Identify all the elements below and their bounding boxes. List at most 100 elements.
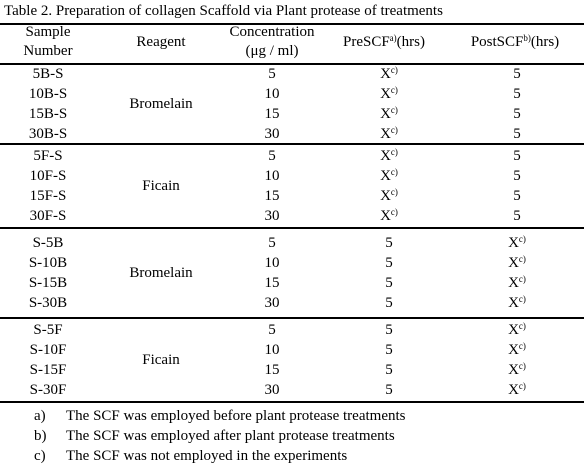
prescf-cell-value: X — [380, 126, 391, 142]
postscf-cell-value: X — [508, 362, 519, 378]
postscf-cell-value: X — [508, 322, 519, 338]
prescf-cell-footnote-ref: c) — [390, 147, 398, 157]
bottom-rule — [0, 401, 584, 403]
postscf-cell: 5 — [513, 105, 521, 123]
postscf-cell-footnote-ref: c) — [518, 234, 526, 244]
header-concentration-line2: (μg / ml) — [245, 43, 299, 59]
postscf-cell: 5 — [513, 187, 521, 205]
prescf-cell-footnote-ref: c) — [390, 207, 398, 217]
postscf-cell-value: 5 — [513, 126, 521, 142]
concentration-cell: 10 — [264, 86, 280, 102]
table-caption: Table 2. Preparation of collagen Scaffol… — [4, 3, 443, 19]
header-postscf: PostSCFb)(hrs) — [471, 33, 559, 52]
postscf-cell-footnote-ref: c) — [518, 254, 526, 264]
postscf-cell-value: 5 — [513, 86, 521, 102]
postscf-cell-value: 5 — [513, 168, 521, 184]
concentration-cell: 30 — [264, 295, 280, 311]
prescf-cell-value: X — [380, 66, 391, 82]
footnote-a: a) The SCF was employed before plant prot… — [34, 407, 406, 425]
sample-cell: 10F-S — [29, 168, 67, 184]
prescf-cell-value: X — [380, 106, 391, 122]
postscf-cell: 5 — [513, 167, 521, 185]
footnote-mark: b) — [34, 428, 47, 444]
postscf-cell: Xc) — [508, 381, 526, 399]
sample-cell: S-15F — [29, 362, 67, 378]
prescf-cell-value: 5 — [385, 295, 393, 311]
header-prescf-label: PreSCF — [342, 34, 390, 50]
header-concentration: Concentration (μg / ml) — [230, 23, 315, 61]
footnote-text: The SCF was employed after plant proteas… — [66, 428, 395, 444]
postscf-cell: Xc) — [508, 361, 526, 379]
footnote-mark: c) — [34, 448, 46, 464]
header-sample: Sample Number — [23, 23, 72, 61]
footnote-c: c) The SCF was not employed in the experi… — [34, 447, 347, 465]
header-sample-line2: Number — [23, 43, 73, 59]
sample-cell: S-10B — [28, 255, 68, 271]
prescf-cell: 5 — [385, 341, 393, 359]
postscf-cell-value: X — [508, 235, 519, 251]
footnote-mark: a) — [34, 408, 46, 424]
postscf-cell: Xc) — [508, 294, 526, 312]
concentration-cell: 15 — [264, 188, 280, 204]
prescf-cell: 5 — [385, 254, 393, 272]
prescf-cell-footnote-ref: c) — [390, 167, 398, 177]
prescf-cell: Xc) — [380, 187, 398, 205]
postscf-cell-value: 5 — [513, 188, 521, 204]
concentration-cell: 30 — [264, 208, 280, 224]
concentration-cell: 30 — [264, 126, 280, 142]
concentration-cell: 10 — [264, 255, 280, 271]
concentration-cell: 5 — [268, 322, 276, 338]
prescf-cell: Xc) — [380, 207, 398, 225]
concentration-cell: 5 — [268, 235, 276, 251]
prescf-cell-value: 5 — [385, 382, 393, 398]
sample-cell: 30F-S — [29, 208, 67, 224]
postscf-cell: 5 — [513, 85, 521, 103]
header-postscf-label: PostSCF — [470, 34, 524, 50]
group-rule-2 — [0, 227, 584, 229]
concentration-cell: 5 — [268, 66, 276, 82]
postscf-cell-footnote-ref: c) — [518, 274, 526, 284]
postscf-cell: Xc) — [508, 254, 526, 272]
header-prescf-unit: (hrs) — [396, 34, 426, 50]
reagent-cell: Bromelain — [129, 265, 193, 281]
postscf-cell-value: 5 — [513, 148, 521, 164]
prescf-cell-value: 5 — [385, 275, 393, 291]
sample-cell: 5F-S — [33, 148, 63, 164]
postscf-cell-value: X — [508, 382, 519, 398]
sample-cell: 5B-S — [32, 66, 64, 82]
concentration-cell: 5 — [268, 148, 276, 164]
prescf-cell-value: X — [380, 188, 391, 204]
prescf-cell-footnote-ref: c) — [390, 125, 398, 135]
header-prescf: PreSCFa)(hrs) — [343, 33, 425, 52]
prescf-cell: Xc) — [380, 85, 398, 103]
sample-cell: S-10F — [29, 342, 67, 358]
header-postscf-sup: b) — [523, 33, 531, 43]
prescf-cell: Xc) — [380, 65, 398, 83]
prescf-cell-footnote-ref: c) — [390, 85, 398, 95]
prescf-cell-value: 5 — [385, 322, 393, 338]
sample-cell: 10B-S — [28, 86, 68, 102]
sample-cell: 15F-S — [29, 188, 67, 204]
prescf-cell: Xc) — [380, 125, 398, 143]
sample-cell: 30B-S — [28, 126, 68, 142]
postscf-cell-value: 5 — [513, 106, 521, 122]
postscf-cell-footnote-ref: c) — [518, 341, 526, 351]
postscf-cell: 5 — [513, 147, 521, 165]
prescf-cell-value: 5 — [385, 342, 393, 358]
postscf-cell-value: 5 — [513, 66, 521, 82]
postscf-cell-footnote-ref: c) — [518, 294, 526, 304]
prescf-cell: 5 — [385, 361, 393, 379]
postscf-cell-value: X — [508, 342, 519, 358]
postscf-cell: 5 — [513, 125, 521, 143]
reagent-cell: Bromelain — [129, 96, 193, 112]
prescf-cell-value: X — [380, 168, 391, 184]
postscf-cell: Xc) — [508, 321, 526, 339]
sample-cell: S-30B — [28, 295, 68, 311]
header-concentration-line1: Concentration — [229, 24, 315, 40]
header-reagent: Reagent — [136, 34, 186, 50]
postscf-cell: 5 — [513, 65, 521, 83]
prescf-cell: 5 — [385, 381, 393, 399]
concentration-cell: 15 — [264, 275, 280, 291]
prescf-cell-value: 5 — [385, 362, 393, 378]
group-rule-1 — [0, 143, 584, 145]
